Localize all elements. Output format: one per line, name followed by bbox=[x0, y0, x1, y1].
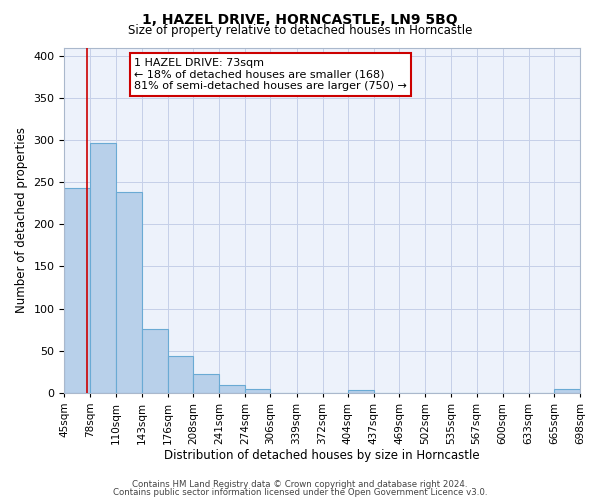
Bar bbox=[64, 188, 91, 393]
Text: Size of property relative to detached houses in Horncastle: Size of property relative to detached ho… bbox=[128, 24, 472, 37]
Bar bbox=[91, 142, 116, 393]
Bar bbox=[142, 329, 168, 393]
Bar bbox=[245, 388, 271, 393]
Bar bbox=[116, 192, 142, 393]
Bar bbox=[554, 390, 580, 393]
Bar bbox=[193, 374, 219, 393]
X-axis label: Distribution of detached houses by size in Horncastle: Distribution of detached houses by size … bbox=[164, 450, 480, 462]
Y-axis label: Number of detached properties: Number of detached properties bbox=[15, 127, 28, 313]
Text: Contains public sector information licensed under the Open Government Licence v3: Contains public sector information licen… bbox=[113, 488, 487, 497]
Text: 1, HAZEL DRIVE, HORNCASTLE, LN9 5BQ: 1, HAZEL DRIVE, HORNCASTLE, LN9 5BQ bbox=[142, 12, 458, 26]
Text: Contains HM Land Registry data © Crown copyright and database right 2024.: Contains HM Land Registry data © Crown c… bbox=[132, 480, 468, 489]
Bar bbox=[219, 385, 245, 393]
Bar bbox=[348, 390, 374, 393]
Text: 1 HAZEL DRIVE: 73sqm
← 18% of detached houses are smaller (168)
81% of semi-deta: 1 HAZEL DRIVE: 73sqm ← 18% of detached h… bbox=[134, 58, 407, 91]
Bar bbox=[168, 356, 193, 393]
